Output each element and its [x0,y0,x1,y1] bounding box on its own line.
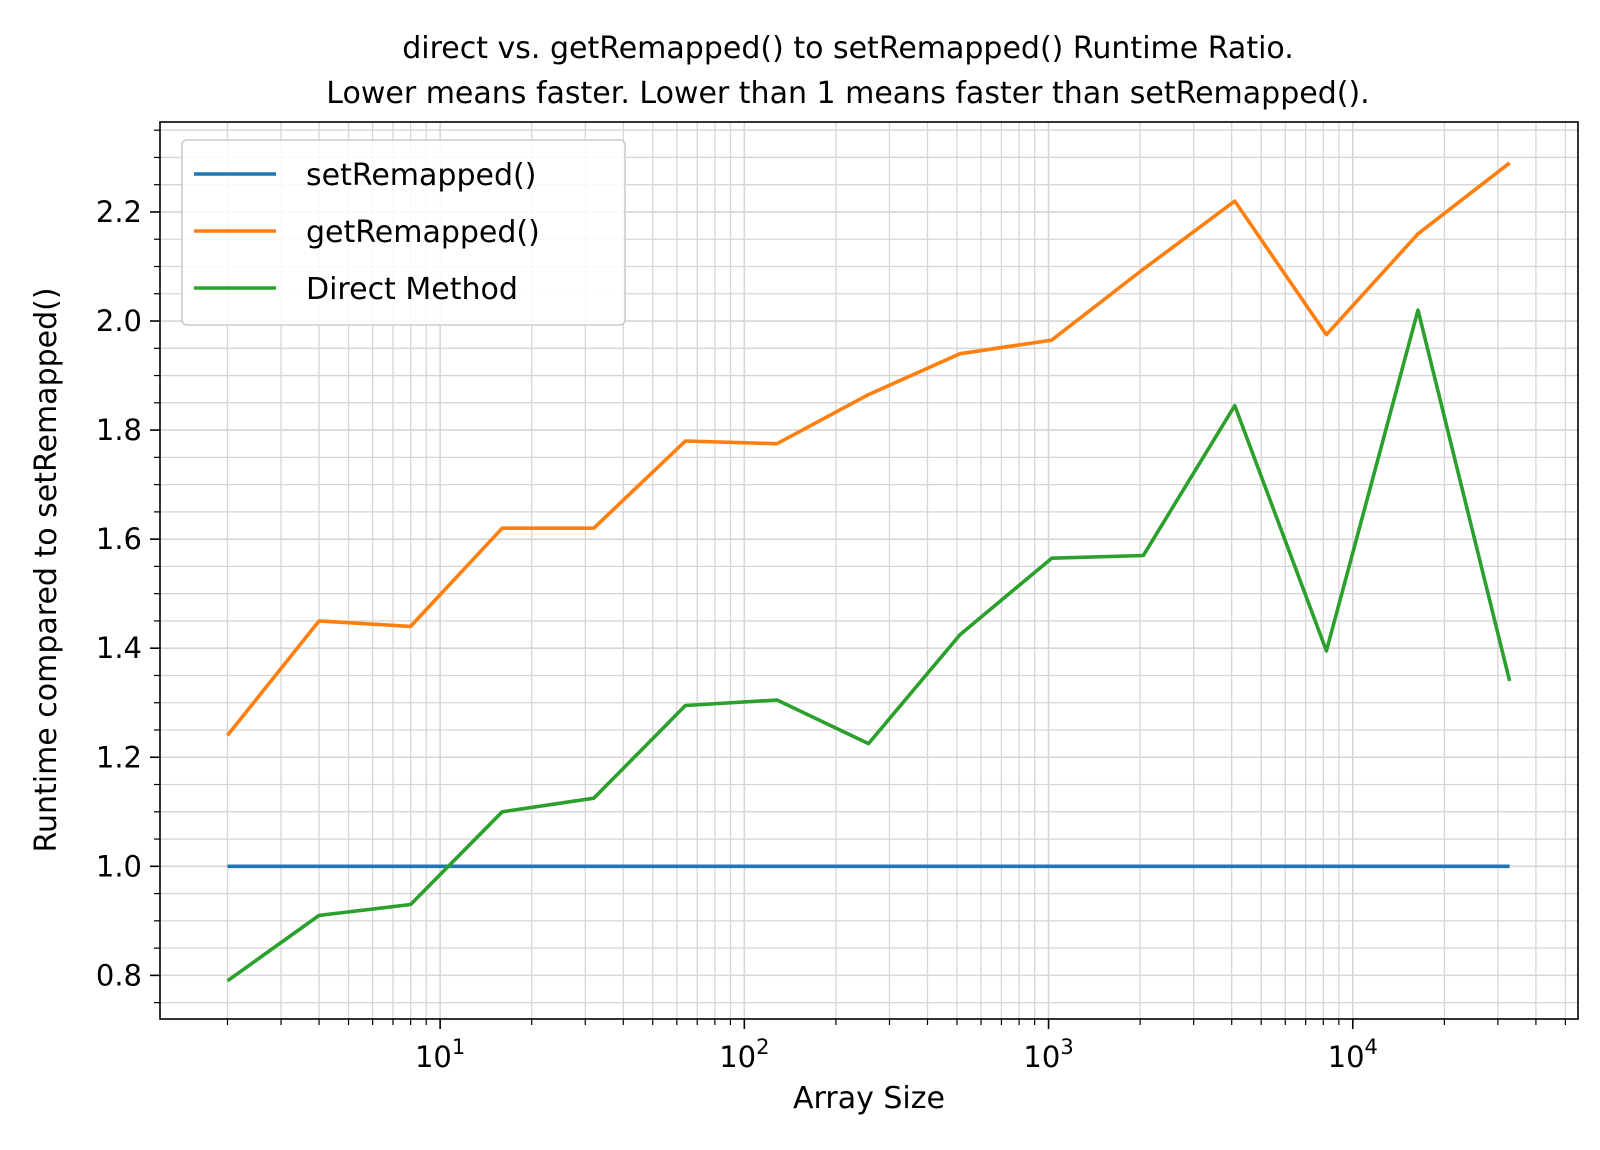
series-line-getremapped [226,161,1511,737]
y-tick-label: 2.2 [96,195,142,229]
legend-label: Direct Method [306,272,518,307]
x-tick-label: 103 [1023,1035,1073,1074]
legend-label: setRemapped() [306,158,536,193]
legend-box [181,139,626,326]
axis-ticks: 0.8 1.0 1.2 1.4 1.6 1.8 2.0 2.2 101 102 103 104 [96,129,1567,1074]
x-tick-label: 104 [1328,1035,1378,1074]
legend: setRemapped() getRemapped() Direct Method [181,139,626,326]
x-tick-label: 101 [415,1035,465,1074]
y-tick-label: 1.2 [96,740,142,774]
y-tick-label: 1.4 [96,631,142,665]
series-lines [226,161,1512,983]
chart-subtitle: Lower means faster. Lower than 1 means f… [326,76,1369,111]
y-axis-label: Runtime compared to setRemapped() [29,287,64,852]
chart-title: direct vs. getRemapped() to setRemapped(… [402,31,1294,66]
x-axis-label: Array Size [793,1081,945,1116]
y-tick-label: 0.8 [96,958,142,992]
y-tick-label: 1.8 [96,413,142,447]
plot-frame [159,121,1579,1020]
legend-label: getRemapped() [306,215,540,250]
y-tick-label: 1.6 [96,522,142,556]
series-line-direct-method [226,308,1512,983]
y-tick-label: 1.0 [96,849,142,883]
y-tick-label: 2.0 [96,304,142,338]
x-tick-label: 102 [719,1035,769,1074]
